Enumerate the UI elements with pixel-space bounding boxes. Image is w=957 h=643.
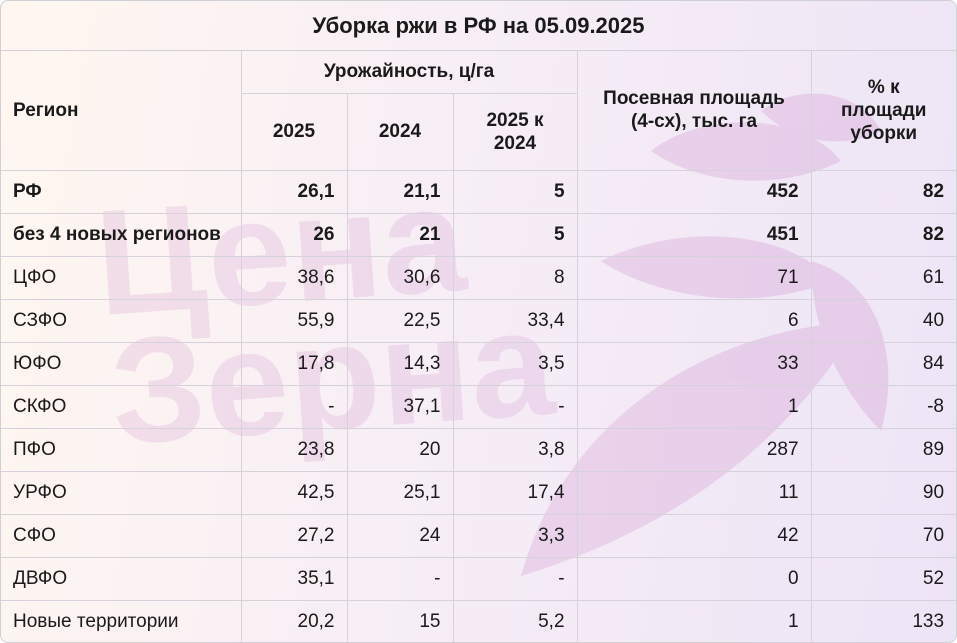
cell-harvest-pct: 84 <box>810 341 956 386</box>
table-body: РФ 26,1 21,1 5 452 82 без 4 новых регионов 26 21… <box>1 169 956 642</box>
cell-diff: 8 <box>452 255 578 300</box>
cell-diff: 5 <box>452 169 578 214</box>
cell-harvest-pct: 52 <box>810 556 956 601</box>
cell-yield-2025: 17,8 <box>240 341 348 386</box>
cell-sown-area: 33 <box>576 341 812 386</box>
cell-region: ЮФО <box>1 341 242 386</box>
cell-yield-2024: 14,3 <box>346 341 454 386</box>
table-row: Новые территории 20,2 15 5,2 1 133 <box>1 599 956 642</box>
cell-region: СКФО <box>1 384 242 429</box>
cell-yield-2024: 15 <box>346 599 454 642</box>
cell-diff: 3,8 <box>452 427 578 472</box>
table-row: ПФО 23,8 20 3,8 287 89 <box>1 427 956 472</box>
cell-region: УРФО <box>1 470 242 515</box>
cell-yield-2024: 20 <box>346 427 454 472</box>
table-row: РФ 26,1 21,1 5 452 82 <box>1 169 956 214</box>
header-year-2025: 2025 <box>241 92 348 171</box>
cell-yield-2025: 27,2 <box>240 513 348 558</box>
cell-yield-2025: 35,1 <box>240 556 348 601</box>
table-row: СЗФО 55,9 22,5 33,4 6 40 <box>1 298 956 343</box>
cell-yield-2025: 26 <box>240 212 348 257</box>
cell-harvest-pct: 82 <box>810 212 956 257</box>
cell-yield-2025: 23,8 <box>240 427 348 472</box>
header-sown-area: Посевная площадь (4-сх), тыс. га <box>576 51 812 171</box>
cell-sown-area: 0 <box>576 556 812 601</box>
table-row: без 4 новых регионов 26 21 5 451 82 <box>1 212 956 257</box>
cell-harvest-pct: 133 <box>810 599 956 642</box>
cell-yield-2024: 21 <box>346 212 454 257</box>
cell-yield-2025: 55,9 <box>240 298 348 343</box>
table-row: ДВФО 35,1- -0 52 <box>1 556 956 601</box>
header-region: Регион <box>1 51 242 171</box>
cell-region: без 4 новых регионов <box>1 212 242 257</box>
header-harvest-pct: % к площади уборки <box>810 51 956 171</box>
cell-harvest-pct: 82 <box>810 169 956 214</box>
cell-yield-2024: 22,5 <box>346 298 454 343</box>
cell-yield-2024: 37,1 <box>346 384 454 429</box>
table-row: СФО 27,2 24 3,3 42 70 <box>1 513 956 558</box>
cell-yield-2024: 21,1 <box>346 169 454 214</box>
table-row: ЦФО 38,6 30,6 8 71 61 <box>1 255 956 300</box>
header-diff: 2025 к 2024 <box>452 92 578 171</box>
header-yield-group: Урожайность, ц/га <box>240 51 578 94</box>
cell-yield-2025: 42,5 <box>240 470 348 515</box>
cell-harvest-pct: 61 <box>810 255 956 300</box>
cell-harvest-pct: 90 <box>810 470 956 515</box>
cell-sown-area: 1 <box>576 599 812 642</box>
cell-region: ЦФО <box>1 255 242 300</box>
cell-region: РФ <box>1 169 242 214</box>
cell-yield-2024: 25,1 <box>346 470 454 515</box>
cell-sown-area: 451 <box>576 212 812 257</box>
cell-sown-area: 6 <box>576 298 812 343</box>
cell-diff: 5 <box>452 212 578 257</box>
cell-region: СЗФО <box>1 298 242 343</box>
cell-region: ПФО <box>1 427 242 472</box>
cell-diff: 3,3 <box>452 513 578 558</box>
cell-region: Новые территории <box>1 599 242 642</box>
cell-yield-2024: 24 <box>346 513 454 558</box>
cell-yield-2024: 30,6 <box>346 255 454 300</box>
cell-harvest-pct: 70 <box>810 513 956 558</box>
cell-sown-area: 1 <box>576 384 812 429</box>
cell-yield-2025: 26,1 <box>240 169 348 214</box>
cell-region: ДВФО <box>1 556 242 601</box>
cell-yield-2025: 20,2 <box>240 599 348 642</box>
cell-diff: - <box>452 556 578 601</box>
cell-sown-area: 11 <box>576 470 812 515</box>
cell-yield-2024: - <box>346 556 454 601</box>
cell-sown-area: 287 <box>576 427 812 472</box>
cell-region: СФО <box>1 513 242 558</box>
cell-sown-area: 452 <box>576 169 812 214</box>
cell-harvest-pct: -8 <box>810 384 956 429</box>
cell-sown-area: 71 <box>576 255 812 300</box>
cell-harvest-pct: 40 <box>810 298 956 343</box>
table-row: ЮФО 17,8 14,3 3,5 33 84 <box>1 341 956 386</box>
cell-diff: 33,4 <box>452 298 578 343</box>
cell-diff: 5,2 <box>452 599 578 642</box>
harvest-table: Регион Урожайность, ц/га Посевная площад… <box>1 51 956 642</box>
table-title: Уборка ржи в РФ на 05.09.2025 <box>1 1 956 51</box>
cell-harvest-pct: 89 <box>810 427 956 472</box>
cell-yield-2025: - <box>240 384 348 429</box>
cell-diff: - <box>452 384 578 429</box>
cell-sown-area: 42 <box>576 513 812 558</box>
cell-yield-2025: 38,6 <box>240 255 348 300</box>
table-row: СКФО -37,1-1 -8 <box>1 384 956 429</box>
header-year-2024: 2024 <box>346 92 454 171</box>
cell-diff: 17,4 <box>452 470 578 515</box>
table-row: УРФО 42,5 25,1 17,4 11 90 <box>1 470 956 515</box>
cell-diff: 3,5 <box>452 341 578 386</box>
